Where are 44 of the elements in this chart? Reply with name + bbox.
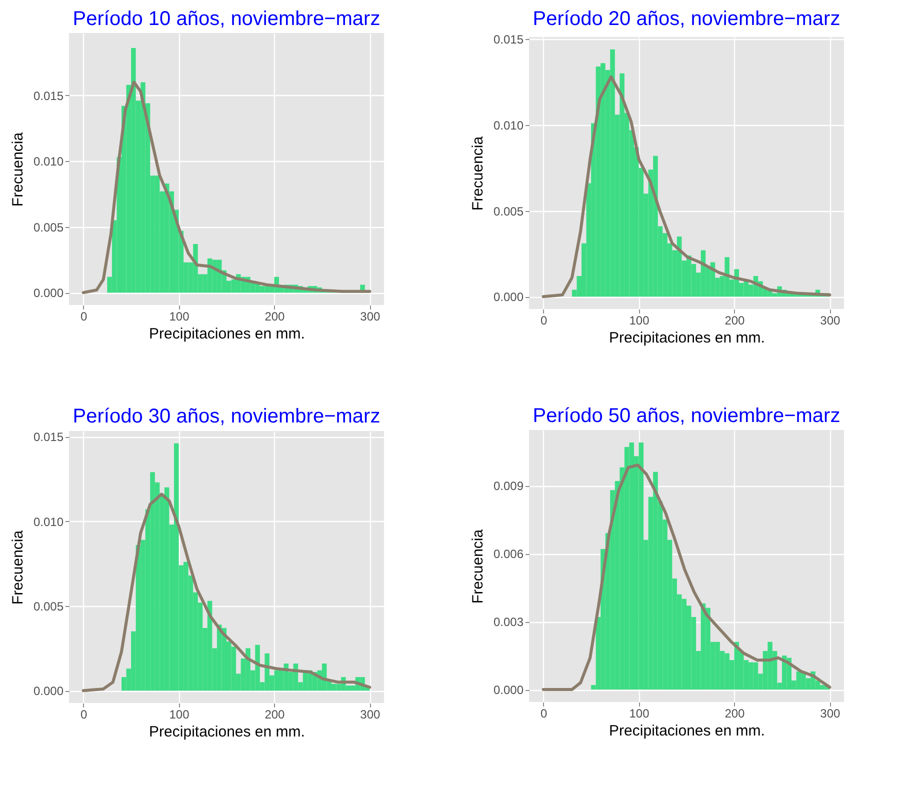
y-tick-label: 0.010 (33, 514, 64, 529)
y-tick-label: 0.015 (493, 32, 524, 47)
x-tick-label: 0 (80, 310, 88, 324)
y-tick-label: 0.000 (33, 286, 64, 300)
x-tick-label: 100 (169, 310, 190, 324)
y-tick-label: 0.010 (493, 118, 524, 132)
chart-title: Período 50 años, noviembre−marz (532, 405, 840, 427)
x-tick-label: 300 (360, 708, 381, 722)
x-axis-title: Precipitaciones en mm. (149, 724, 305, 740)
y-tick-label: 0.009 (493, 479, 524, 494)
y-axis-title: Frecuencia (469, 528, 486, 604)
x-tick-label: 0 (80, 708, 88, 722)
x-tick-label: 0 (540, 706, 548, 720)
y-axis-title: Frecuencia (9, 530, 26, 605)
x-tick-label: 200 (724, 706, 746, 720)
x-tick-label: 200 (724, 314, 746, 328)
x-axis-title: Precipitaciones en mm. (609, 722, 765, 740)
y-tick-label: 0.010 (33, 154, 64, 169)
x-tick-label: 100 (629, 314, 650, 328)
y-axis-title: Frecuencia (469, 136, 486, 211)
y-tick-label: 0.000 (493, 683, 524, 698)
x-tick-label: 200 (264, 708, 286, 722)
y-tick-label: 0.015 (33, 88, 64, 103)
x-tick-label: 300 (820, 706, 841, 720)
chart-title: Período 30 años, noviembre−marz (72, 406, 380, 428)
x-axis-title: Precipitaciones en mm. (149, 326, 305, 342)
y-tick-label: 0.006 (493, 547, 524, 562)
chart-title: Período 20 años, noviembre−marz (532, 8, 840, 30)
x-tick-label: 300 (360, 310, 381, 324)
y-tick-label: 0.005 (33, 599, 64, 614)
x-tick-label: 300 (820, 314, 841, 328)
y-tick-label: 0.005 (33, 220, 64, 234)
x-axis-title: Precipitaciones en mm. (609, 330, 765, 346)
x-tick-label: 0 (540, 314, 548, 328)
y-tick-label: 0.000 (33, 684, 64, 698)
y-axis-title: Frecuencia (9, 132, 26, 207)
y-tick-label: 0.005 (493, 204, 524, 218)
y-tick-label: 0.000 (493, 290, 524, 304)
x-tick-label: 100 (629, 706, 650, 720)
chart-title: Período 10 años, noviembre−marz (72, 8, 380, 30)
y-tick-label: 0.015 (33, 430, 64, 444)
y-tick-label: 0.003 (493, 615, 524, 630)
x-tick-label: 200 (264, 310, 286, 324)
x-tick-label: 100 (169, 708, 190, 722)
